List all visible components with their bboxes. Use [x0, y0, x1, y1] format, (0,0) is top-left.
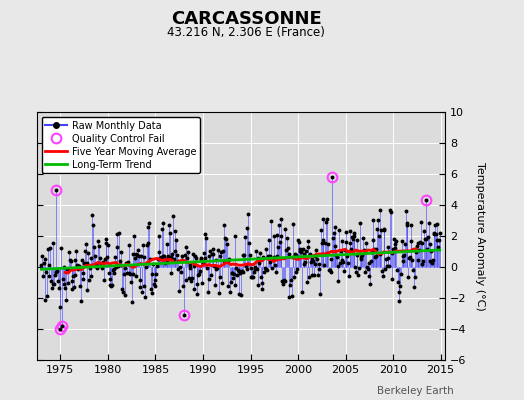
Text: CARCASSONNE: CARCASSONNE	[171, 10, 322, 28]
Text: 43.216 N, 2.306 E (France): 43.216 N, 2.306 E (France)	[167, 26, 325, 39]
Y-axis label: Temperature Anomaly (°C): Temperature Anomaly (°C)	[475, 162, 485, 310]
Text: Berkeley Earth: Berkeley Earth	[377, 386, 453, 396]
Legend: Raw Monthly Data, Quality Control Fail, Five Year Moving Average, Long-Term Tren: Raw Monthly Data, Quality Control Fail, …	[41, 117, 200, 173]
